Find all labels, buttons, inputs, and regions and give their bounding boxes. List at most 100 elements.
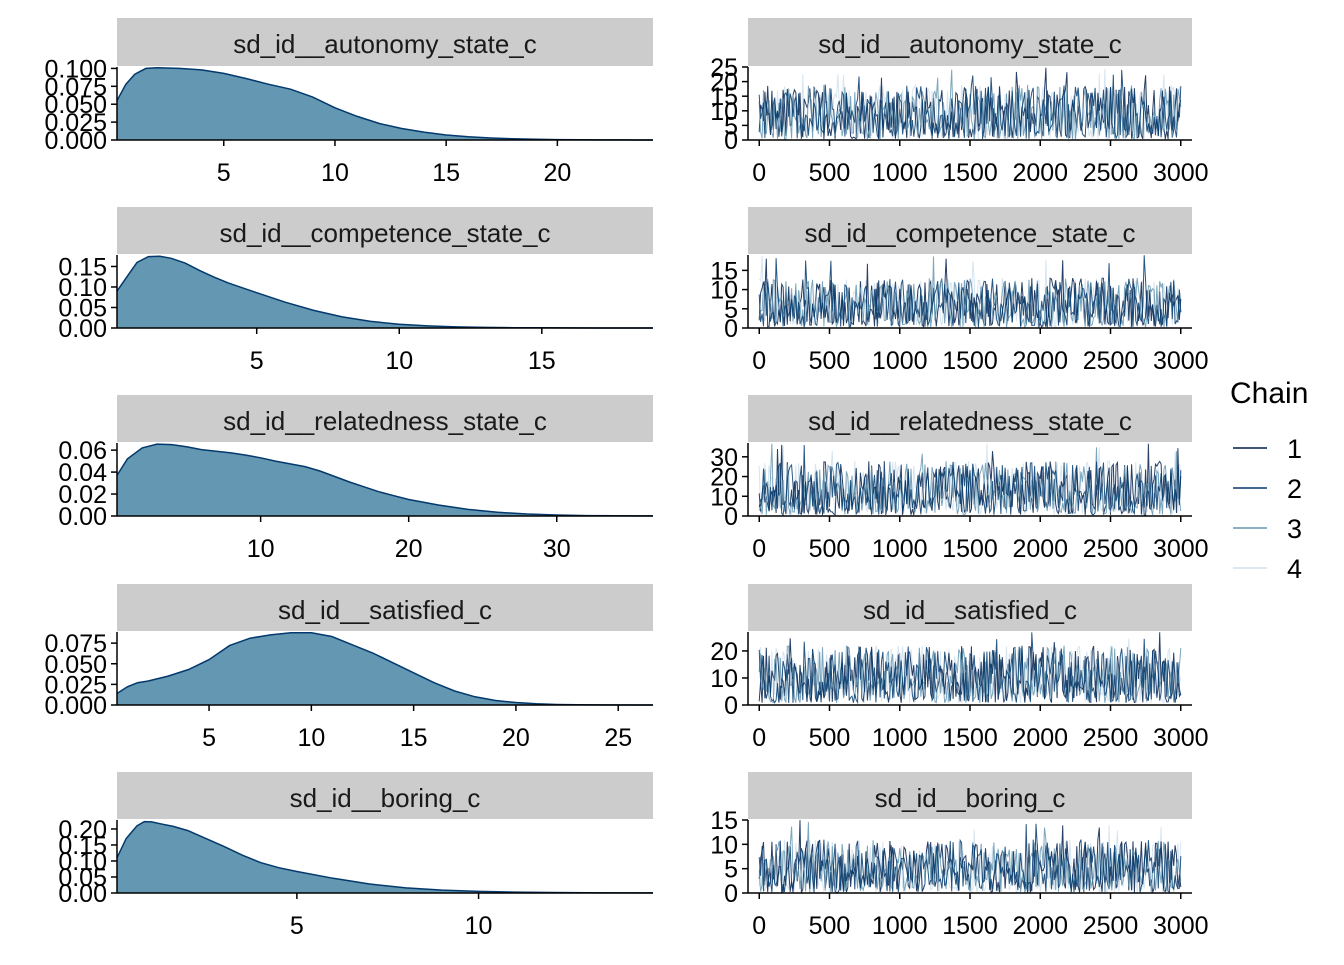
x-tick-label: 500 bbox=[809, 912, 851, 940]
strip-background bbox=[748, 18, 1192, 66]
y-tick-label: 0.20 bbox=[58, 816, 107, 844]
strip-background bbox=[748, 584, 1192, 631]
density-line bbox=[116, 632, 654, 706]
panel-title: sd_id__boring_c bbox=[875, 783, 1066, 813]
y-tick-label: 10 bbox=[710, 665, 738, 693]
x-tick-label: 3000 bbox=[1153, 535, 1209, 563]
x-tick-label: 10 bbox=[297, 724, 325, 752]
y-tick-label: 15 bbox=[710, 257, 738, 285]
legend-label-chain-1: 1 bbox=[1287, 434, 1302, 464]
strip-background bbox=[748, 395, 1192, 442]
panel-title: sd_id__competence_state_c bbox=[804, 218, 1135, 248]
y-tick-label: 0.05 bbox=[58, 864, 107, 892]
x-tick-label: 1500 bbox=[942, 347, 998, 375]
density-area bbox=[117, 632, 653, 705]
x-tick-label: 20 bbox=[543, 159, 571, 187]
panel-density-3: sd_id__relatedness_state_c 10 20 30 0.000.02… bbox=[58, 395, 654, 563]
trace-chain-2 bbox=[758, 823, 1182, 894]
y-tick-label: 0.15 bbox=[58, 832, 107, 860]
y-tick-label: 10 bbox=[710, 98, 738, 126]
panel-trace-3: sd_id__relatedness_state_c 0 500 1000 1500 20… bbox=[710, 395, 1209, 563]
density-area bbox=[117, 444, 653, 516]
strip-background bbox=[117, 18, 653, 66]
y-tick-label: 0.050 bbox=[44, 91, 107, 119]
x-tick-label: 20 bbox=[502, 724, 530, 752]
panel-density-1: sd_id__autonomy_state_c 5 10 15 20 0.0000.025… bbox=[44, 18, 654, 187]
x-tick-label: 1500 bbox=[942, 912, 998, 940]
y-tick-label: 5 bbox=[724, 112, 738, 140]
panel-title: sd_id__relatedness_state_c bbox=[808, 406, 1132, 436]
x-tick-label: 1000 bbox=[872, 159, 928, 187]
y-tick-label: 0.075 bbox=[44, 73, 107, 101]
panel-title: sd_id__autonomy_state_c bbox=[233, 29, 537, 59]
panel-density-5: sd_id__boring_c 5 10 0.000.050.100.150.20 bbox=[58, 772, 654, 940]
y-tick-label: 5 bbox=[724, 296, 738, 324]
trace-chain-2 bbox=[758, 444, 1182, 517]
y-tick-label: 15 bbox=[710, 83, 738, 111]
density-area bbox=[117, 256, 653, 328]
x-tick-label: 2000 bbox=[1012, 159, 1068, 187]
x-tick-label: 5 bbox=[290, 912, 304, 940]
density-line bbox=[116, 820, 654, 894]
y-tick-label: 10 bbox=[710, 483, 738, 511]
x-tick-label: 500 bbox=[809, 724, 851, 752]
x-tick-label: 30 bbox=[543, 535, 571, 563]
x-tick-label: 5 bbox=[250, 347, 264, 375]
x-tick-label: 500 bbox=[809, 159, 851, 187]
x-tick-label: 2500 bbox=[1083, 159, 1139, 187]
x-tick-label: 1000 bbox=[872, 912, 928, 940]
y-tick-label: 0.06 bbox=[58, 437, 107, 465]
x-tick-label: 1000 bbox=[872, 724, 928, 752]
x-tick-label: 2000 bbox=[1012, 912, 1068, 940]
y-tick-label: 0 bbox=[724, 692, 738, 720]
x-tick-label: 15 bbox=[400, 724, 428, 752]
panel-trace-4: sd_id__satisfied_c 0 500 1000 1500 2000 2500 30… bbox=[710, 584, 1209, 752]
x-tick-label: 2000 bbox=[1012, 347, 1068, 375]
x-tick-label: 15 bbox=[432, 159, 460, 187]
trace-chain-2 bbox=[758, 69, 1182, 140]
y-tick-label: 0.00 bbox=[58, 880, 107, 908]
x-tick-label: 2500 bbox=[1083, 347, 1139, 375]
trace-chain-2 bbox=[758, 255, 1182, 329]
legend-label-chain-3: 3 bbox=[1287, 514, 1302, 544]
strip-background bbox=[748, 772, 1192, 819]
y-tick-label: 0.025 bbox=[44, 671, 107, 699]
x-tick-label: 3000 bbox=[1153, 159, 1209, 187]
x-tick-label: 2000 bbox=[1012, 724, 1068, 752]
trace-chain-4 bbox=[758, 638, 1182, 704]
panel-title: sd_id__boring_c bbox=[290, 783, 481, 813]
strip-background bbox=[117, 772, 653, 819]
x-tick-label: 0 bbox=[752, 912, 766, 940]
x-tick-label: 1000 bbox=[872, 535, 928, 563]
panel-title: sd_id__satisfied_c bbox=[863, 595, 1077, 625]
y-tick-label: 0 bbox=[724, 880, 738, 908]
panel-title: sd_id__autonomy_state_c bbox=[818, 29, 1122, 59]
panel-title: sd_id__relatedness_state_c bbox=[223, 406, 547, 436]
y-tick-label: 30 bbox=[710, 444, 738, 472]
trace-chain-1 bbox=[758, 443, 1182, 516]
y-tick-label: 0.075 bbox=[44, 630, 107, 658]
y-tick-label: 0.15 bbox=[58, 253, 107, 281]
trace-chain-2 bbox=[758, 632, 1182, 705]
x-tick-label: 2500 bbox=[1083, 912, 1139, 940]
y-tick-label: 10 bbox=[710, 831, 738, 859]
x-tick-label: 10 bbox=[247, 535, 275, 563]
trace-chain-3 bbox=[758, 645, 1182, 704]
panel-title: sd_id__competence_state_c bbox=[219, 218, 550, 248]
y-tick-label: 15 bbox=[710, 807, 738, 835]
y-tick-label: 0.100 bbox=[44, 55, 107, 83]
trace-chain-1 bbox=[758, 258, 1182, 329]
x-tick-label: 5 bbox=[202, 724, 216, 752]
y-tick-label: 25 bbox=[710, 54, 738, 82]
x-tick-label: 3000 bbox=[1153, 912, 1209, 940]
y-tick-label: 0.00 bbox=[58, 503, 107, 531]
panel-trace-2: sd_id__competence_state_c 0 500 1000 1500 200… bbox=[710, 207, 1209, 375]
strip-background bbox=[117, 207, 653, 254]
trace-chain-3 bbox=[758, 822, 1182, 893]
y-tick-label: 5 bbox=[724, 856, 738, 884]
x-tick-label: 20 bbox=[395, 535, 423, 563]
y-tick-label: 0 bbox=[724, 503, 738, 531]
y-tick-label: 0.02 bbox=[58, 481, 107, 509]
y-tick-label: 0.04 bbox=[58, 459, 107, 487]
